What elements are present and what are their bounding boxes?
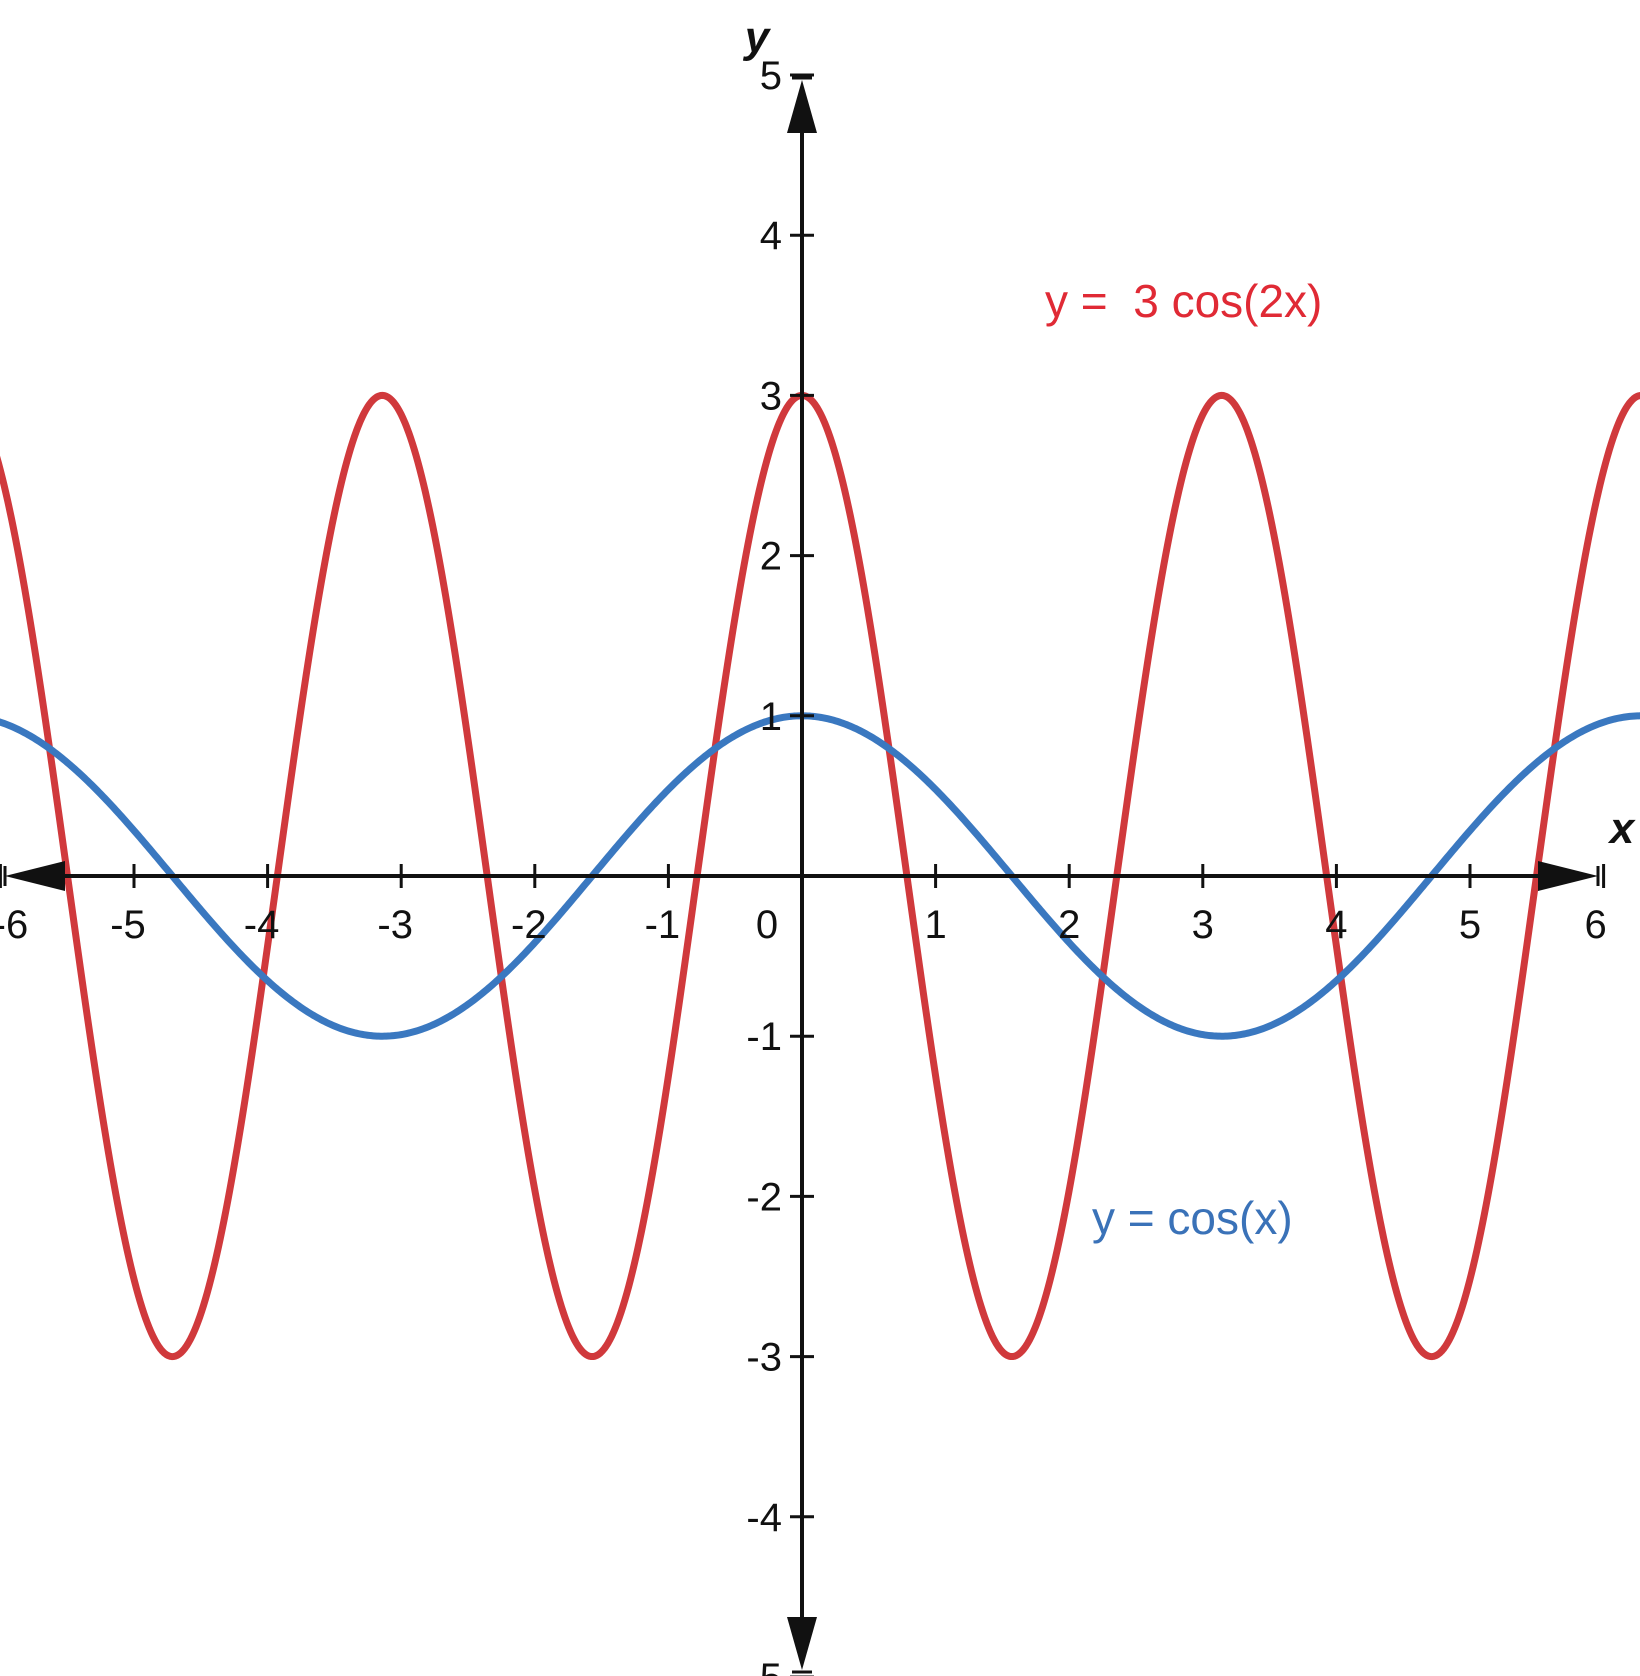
y-axis-arrow-down — [787, 1617, 817, 1670]
x-tick-label: 5 — [1459, 903, 1481, 947]
y-tick-label: -4 — [746, 1496, 782, 1540]
x-axis-arrow-left — [5, 861, 65, 891]
y-tick-label: -1 — [746, 1015, 782, 1059]
y-tick-label: 3 — [760, 374, 782, 418]
y-tick-label: 4 — [760, 214, 782, 258]
x-axis-label: x — [1608, 804, 1636, 853]
y-tick-label: -2 — [746, 1175, 782, 1219]
x-tick-label: 2 — [1058, 903, 1080, 947]
y-axis-label: y — [743, 13, 772, 62]
series-label-cosx: y = cos(x) — [1092, 1192, 1293, 1244]
x-tick-label: -3 — [377, 903, 413, 947]
y-tick-label: -3 — [746, 1336, 782, 1380]
y-tick-label: 5 — [760, 54, 782, 98]
x-tick-label: -5 — [110, 903, 146, 947]
series-label-3cos2x: y = 3 cos(2x) — [1045, 275, 1322, 327]
x-tick-label: 1 — [924, 903, 946, 947]
y-tick-label: 2 — [760, 535, 782, 579]
x-tick-label: 0 — [756, 903, 778, 947]
labels-layer: y x y = 3 cos(2x) y = cos(x) -6 -5 -4 -3 -2 -… — [0, 13, 1636, 1676]
x-tick-label: -4 — [244, 903, 280, 947]
x-tick-label: -6 — [0, 903, 28, 947]
x-tick-label: -2 — [511, 903, 547, 947]
axes-layer — [0, 73, 1606, 1676]
x-axis-arrow-right — [1538, 861, 1598, 891]
x-tick-label: 4 — [1325, 903, 1347, 947]
y-axis-arrow-up — [787, 80, 817, 133]
x-tick-label: 3 — [1192, 903, 1214, 947]
x-tick-label: 6 — [1584, 903, 1606, 947]
y-tick-label: 1 — [760, 695, 782, 739]
x-tick-label: -1 — [645, 903, 681, 947]
y-tick-label: -5 — [746, 1656, 782, 1676]
